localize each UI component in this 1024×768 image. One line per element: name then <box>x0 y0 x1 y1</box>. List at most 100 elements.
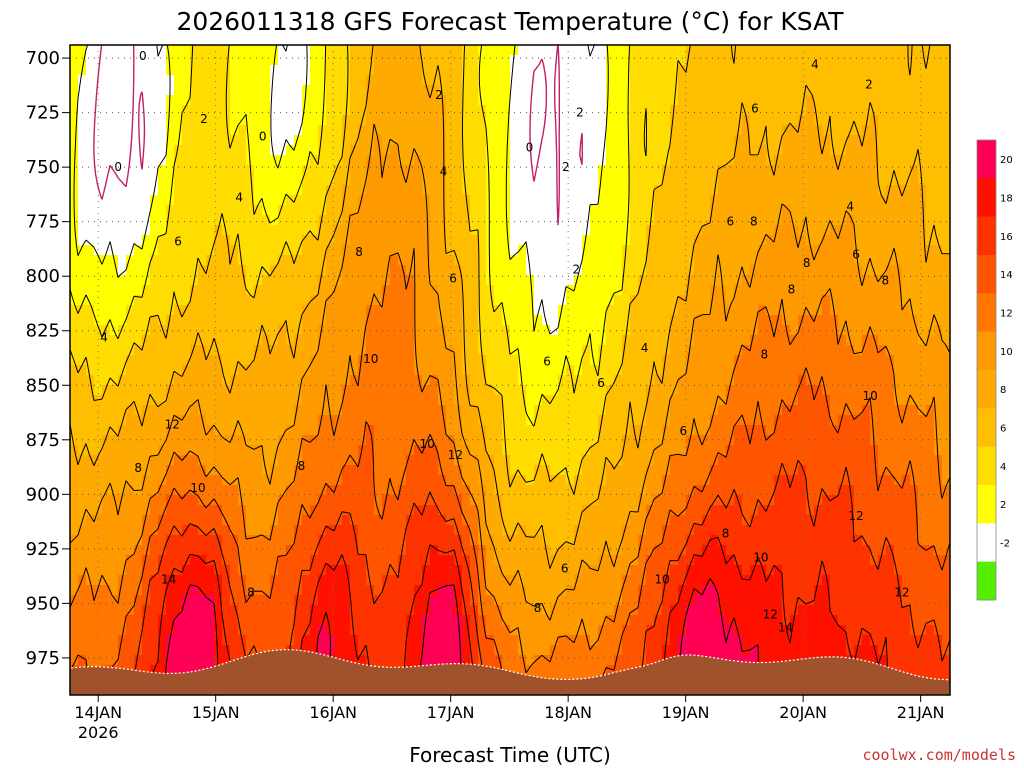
temperature-cell <box>926 85 935 96</box>
temperature-cell <box>382 65 391 76</box>
temperature-cell <box>454 165 463 176</box>
temperature-cell <box>214 365 223 376</box>
temperature-cell <box>566 175 575 186</box>
temperature-cell <box>774 165 783 176</box>
temperature-cell <box>598 135 607 146</box>
temperature-cell <box>846 105 855 116</box>
temperature-cell <box>150 445 159 456</box>
temperature-cell <box>750 135 759 146</box>
temperature-cell <box>862 295 871 306</box>
temperature-cell <box>342 345 351 356</box>
temperature-cell <box>638 415 647 426</box>
temperature-cell <box>558 435 567 446</box>
temperature-cell <box>894 165 903 176</box>
temperature-cell <box>606 305 615 316</box>
temperature-cell <box>350 165 359 176</box>
temperature-cell <box>574 465 583 476</box>
temperature-cell <box>342 355 351 366</box>
temperature-cell <box>398 425 407 436</box>
temperature-cell <box>934 45 943 56</box>
temperature-cell <box>654 335 663 346</box>
temperature-cell <box>582 65 591 76</box>
temperature-cell <box>678 135 687 146</box>
temperature-cell <box>230 75 239 86</box>
temperature-cell <box>278 115 287 126</box>
temperature-cell <box>206 365 215 376</box>
temperature-cell <box>542 465 551 476</box>
temperature-cell <box>606 335 615 346</box>
temperature-cell <box>526 225 535 236</box>
temperature-cell <box>206 185 215 196</box>
temperature-cell <box>134 435 143 446</box>
temperature-cell <box>734 85 743 96</box>
temperature-cell <box>294 475 303 486</box>
temperature-cell <box>646 245 655 256</box>
temperature-cell <box>478 145 487 156</box>
temperature-cell <box>646 445 655 456</box>
temperature-cell <box>630 95 639 106</box>
temperature-cell <box>286 105 295 116</box>
temperature-cell <box>462 455 471 466</box>
temperature-cell <box>166 285 175 296</box>
temperature-cell <box>470 195 479 206</box>
temperature-cell <box>830 455 839 466</box>
temperature-cell <box>758 125 767 136</box>
temperature-cell <box>558 155 567 166</box>
temperature-cell <box>518 285 527 296</box>
temperature-cell <box>870 95 879 106</box>
temperature-cell <box>470 185 479 196</box>
temperature-cell <box>182 45 191 56</box>
temperature-cell <box>462 65 471 76</box>
temperature-cell <box>198 305 207 316</box>
temperature-cell <box>110 425 119 436</box>
temperature-cell <box>686 115 695 126</box>
temperature-cell <box>542 445 551 456</box>
temperature-cell <box>358 75 367 86</box>
temperature-cell <box>918 385 927 396</box>
temperature-cell <box>758 75 767 86</box>
temperature-cell <box>182 135 191 146</box>
temperature-cell <box>902 315 911 326</box>
temperature-cell <box>134 185 143 196</box>
temperature-cell <box>854 305 863 316</box>
temperature-cell <box>814 375 823 386</box>
temperature-cell <box>142 55 151 66</box>
temperature-cell <box>574 255 583 266</box>
temperature-cell <box>606 245 615 256</box>
temperature-cell <box>358 325 367 336</box>
temperature-cell <box>750 205 759 216</box>
temperature-cell <box>454 465 463 476</box>
temperature-cell <box>318 255 327 266</box>
temperature-cell <box>550 45 559 56</box>
temperature-cell <box>446 245 455 256</box>
temperature-cell <box>182 215 191 226</box>
temperature-cell <box>190 415 199 426</box>
temperature-cell <box>270 485 279 496</box>
temperature-cell <box>582 235 591 246</box>
temperature-cell <box>734 285 743 296</box>
temperature-cell <box>718 45 727 56</box>
temperature-cell <box>502 335 511 346</box>
temperature-cell <box>222 45 231 56</box>
temperature-cell <box>366 455 375 466</box>
temperature-cell <box>310 75 319 86</box>
temperature-cell <box>686 75 695 86</box>
temperature-cell <box>678 485 687 496</box>
temperature-cell <box>94 105 103 116</box>
temperature-cell <box>374 155 383 166</box>
temperature-cell <box>702 175 711 186</box>
temperature-cell <box>766 105 775 116</box>
temperature-cell <box>398 65 407 76</box>
temperature-cell <box>310 175 319 186</box>
temperature-cell <box>454 375 463 386</box>
temperature-cell <box>854 275 863 286</box>
temperature-cell <box>758 165 767 176</box>
temperature-cell <box>350 145 359 156</box>
temperature-cell <box>358 65 367 76</box>
temperature-cell <box>606 465 615 476</box>
temperature-cell <box>94 215 103 226</box>
temperature-cell <box>70 375 79 386</box>
temperature-cell <box>422 255 431 266</box>
temperature-cell <box>134 405 143 416</box>
temperature-cell <box>870 215 879 226</box>
